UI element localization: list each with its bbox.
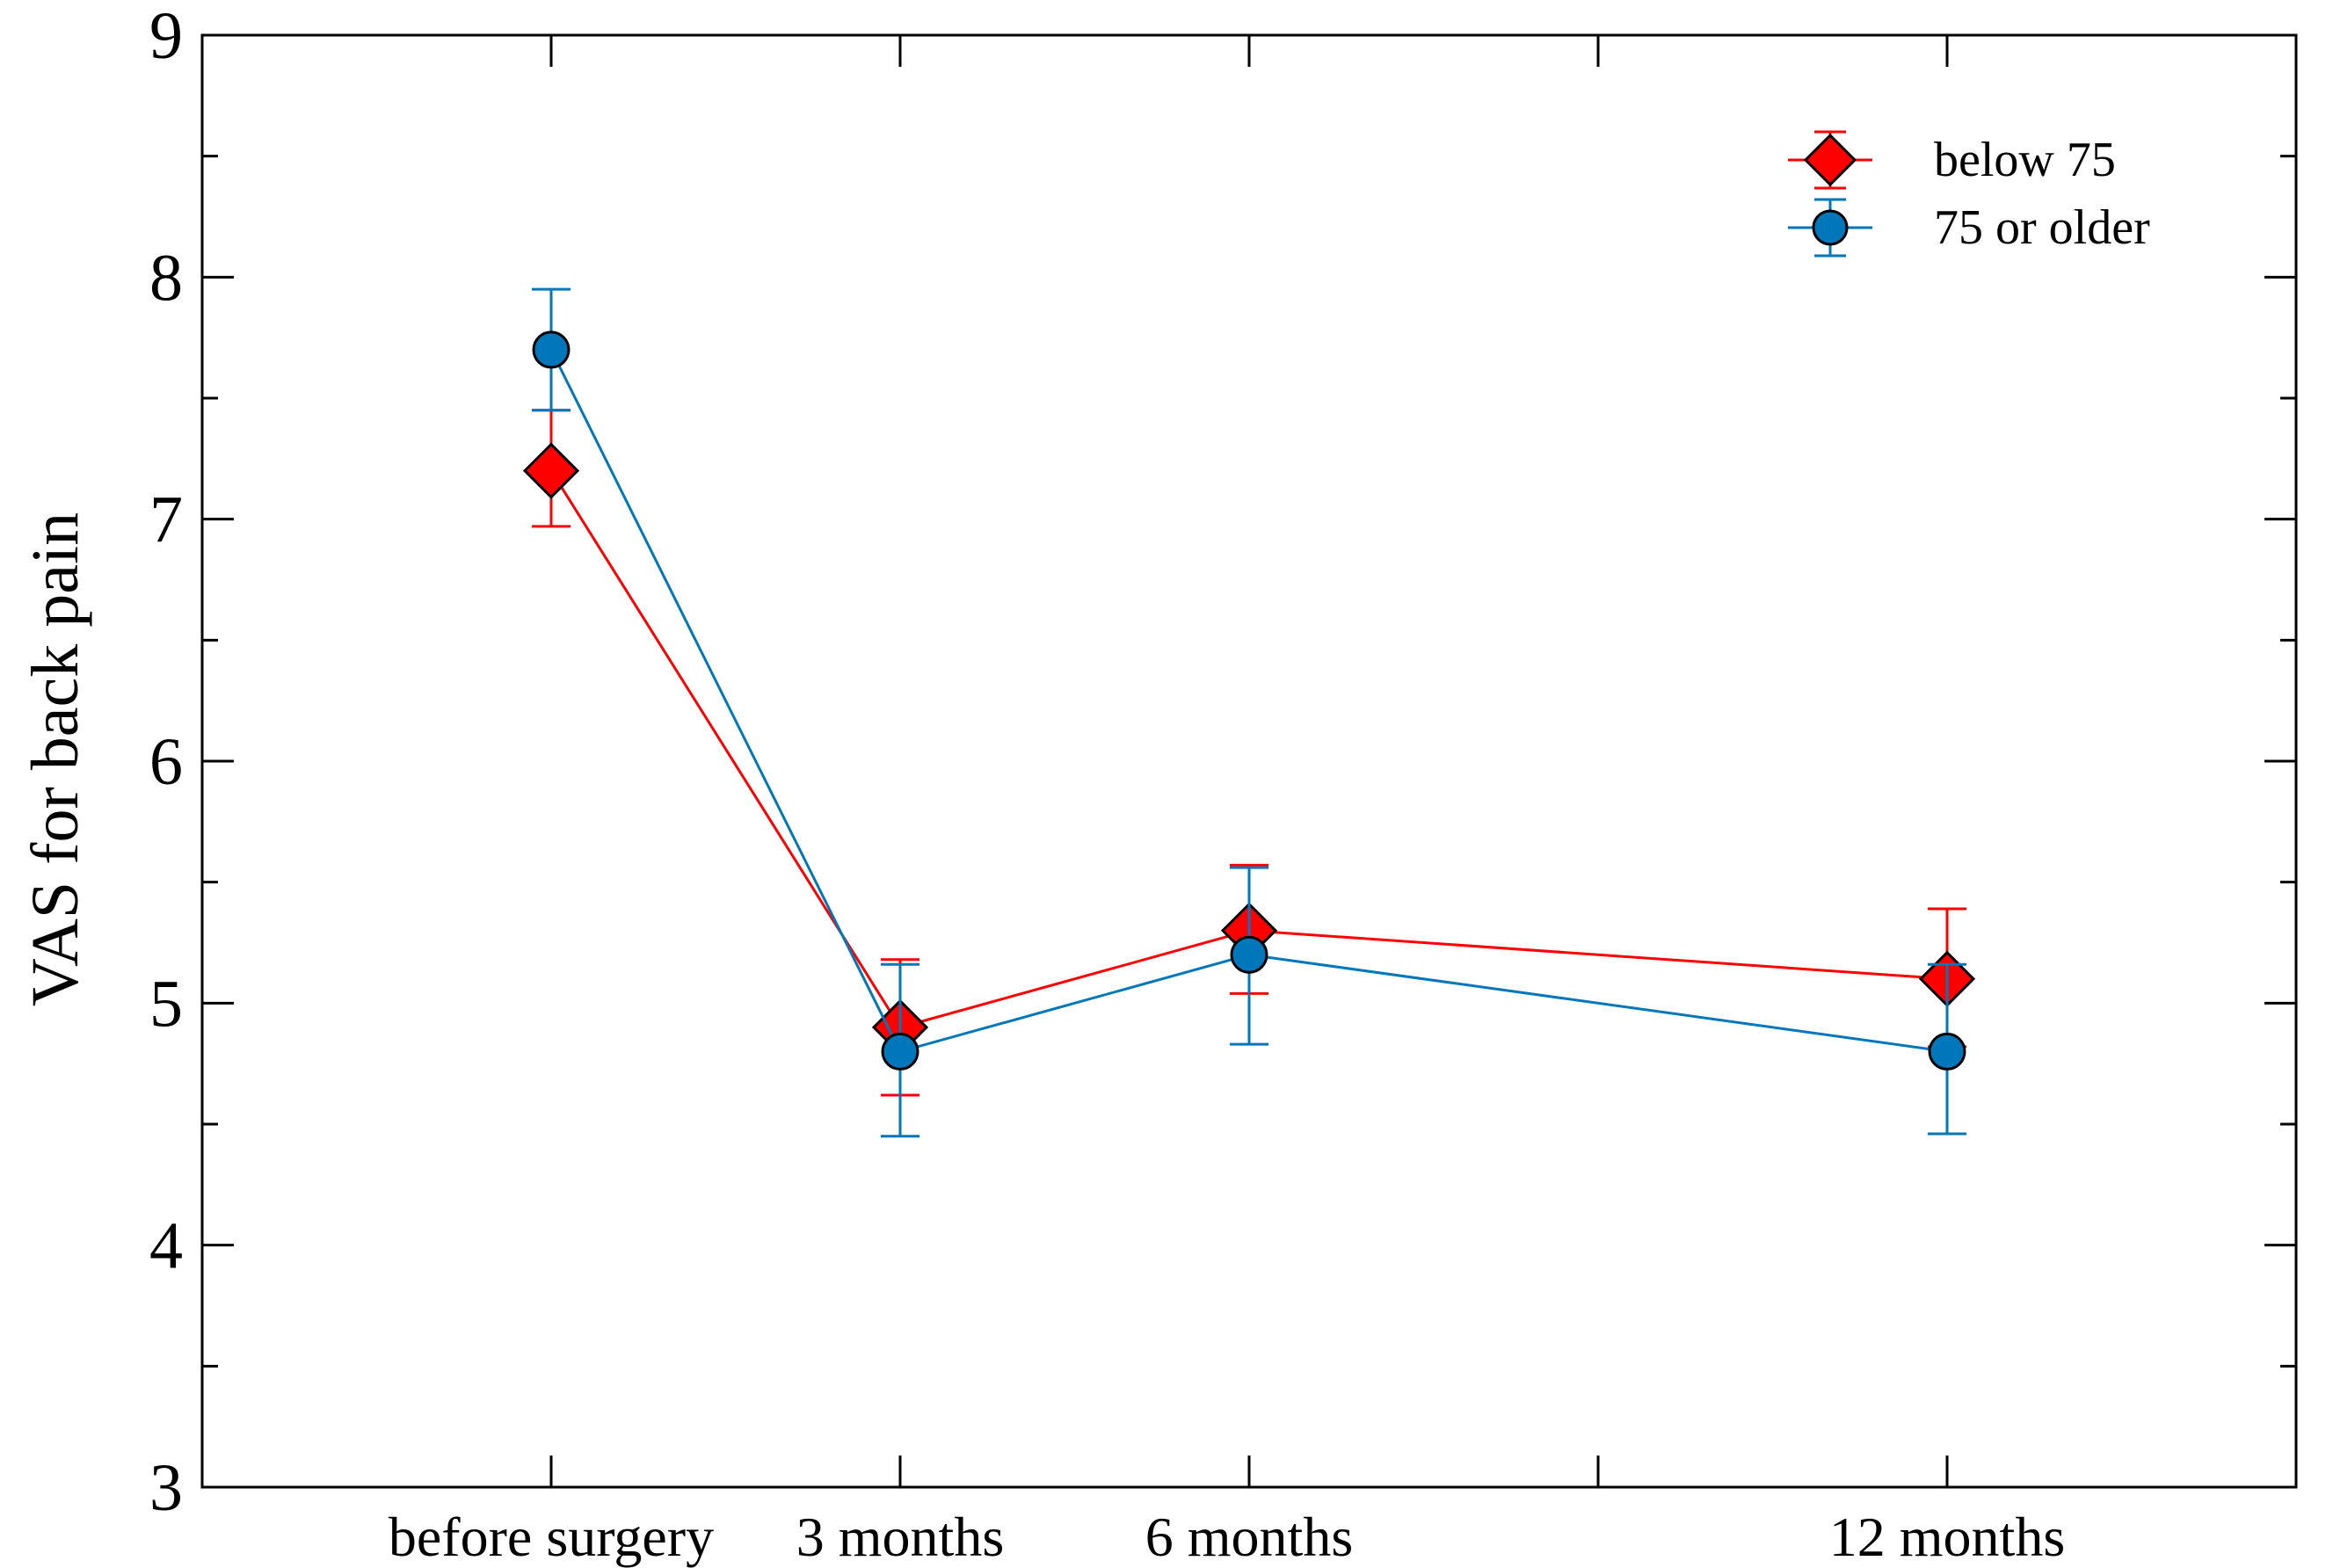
y-tick-label: 6	[149, 725, 183, 799]
y-tick-label: 3	[149, 1451, 183, 1525]
data-point	[881, 1032, 919, 1071]
legend-marker	[1803, 133, 1857, 187]
data-point	[1928, 1032, 1966, 1071]
x-tick-label: before surgery	[389, 1506, 714, 1568]
series-line	[549, 469, 1948, 1029]
series-line	[549, 349, 1948, 1054]
y-tick-label: 4	[149, 1209, 183, 1283]
legend-entry-below-75: below 75	[1788, 130, 2116, 190]
x-tick-label: 3 months	[796, 1506, 1004, 1568]
legend-marker	[1812, 209, 1849, 246]
legend-entry-75-or-older: 75 or older	[1788, 198, 2150, 258]
data-point	[1230, 935, 1268, 974]
y-tick-label: 7	[149, 483, 183, 557]
legend-label: below 75	[1934, 133, 2116, 187]
y-tick-label: 8	[149, 241, 183, 315]
x-tick-label: 12 months	[1829, 1506, 2065, 1568]
x-tick-label: 6 months	[1145, 1506, 1353, 1568]
legend-label: 75 or older	[1934, 200, 2150, 255]
y-tick-label: 9	[149, 0, 183, 73]
y-tick-label: 5	[149, 967, 183, 1041]
y-axis-title: VAS for back pain	[18, 512, 92, 1006]
series-75-or-older	[532, 287, 1966, 1138]
data-point	[532, 330, 571, 369]
data-point	[522, 442, 580, 499]
